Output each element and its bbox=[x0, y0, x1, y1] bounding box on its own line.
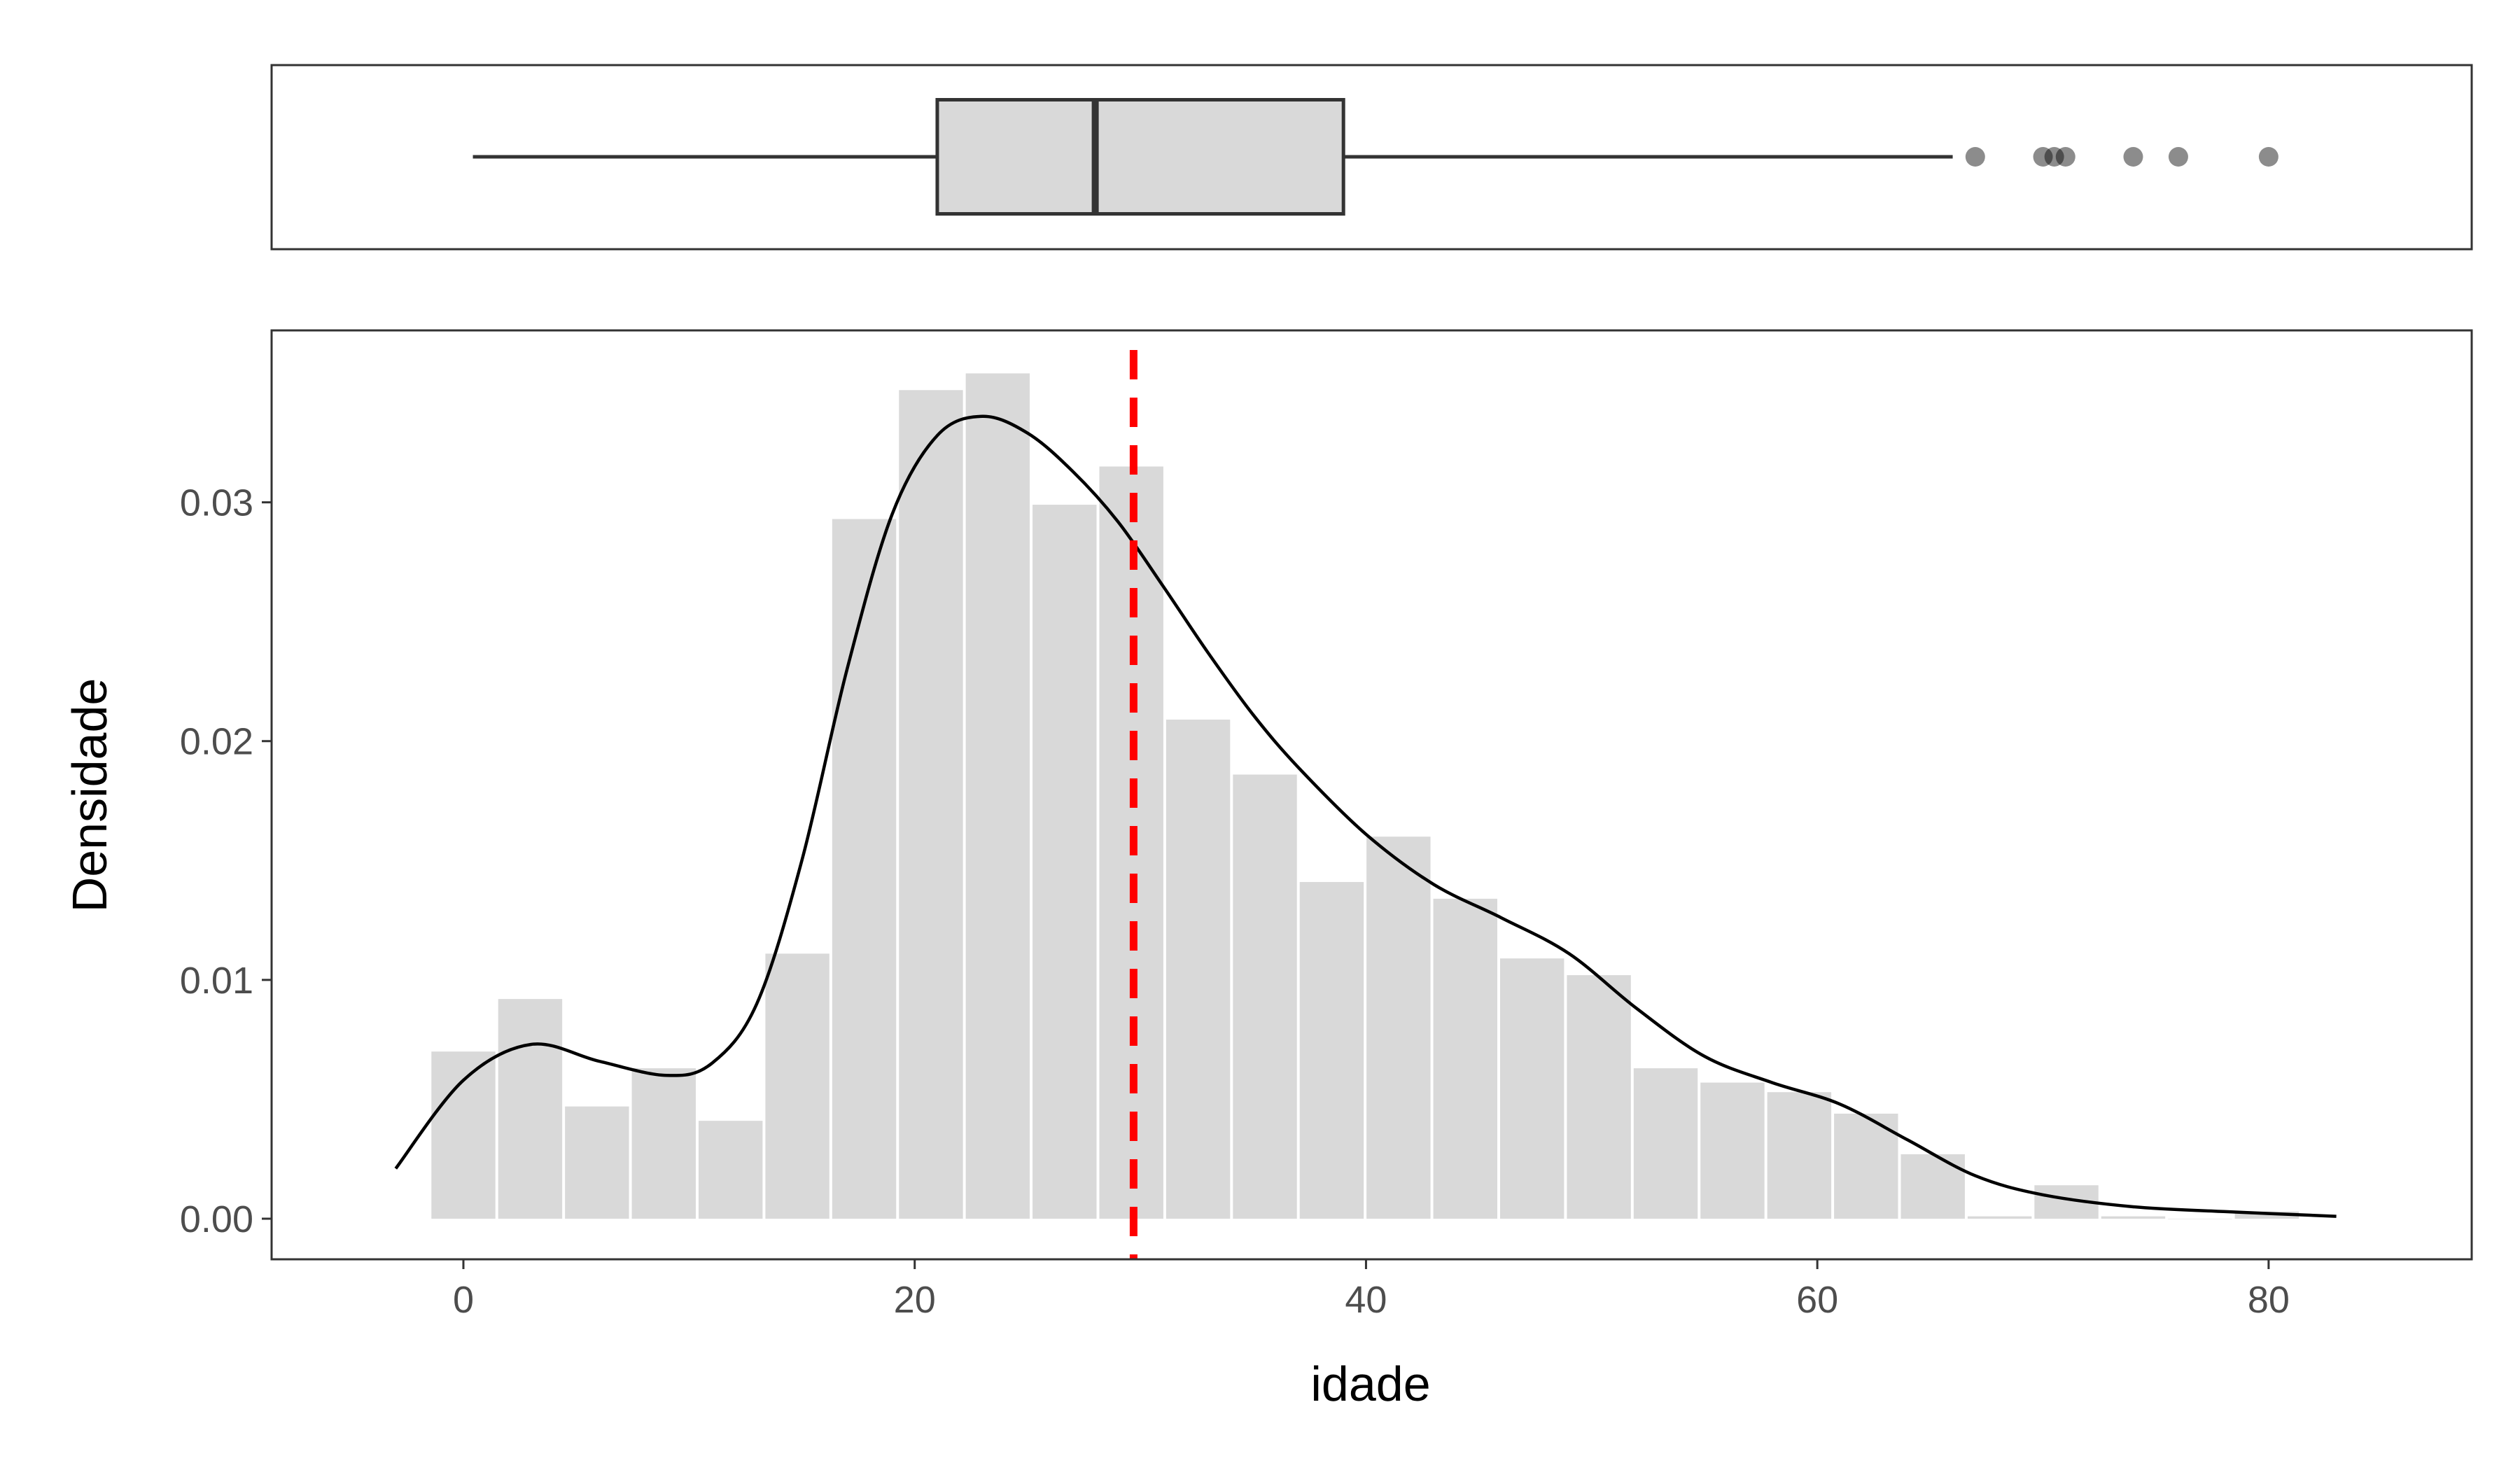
boxplot-layer bbox=[472, 98, 2278, 216]
histogram-panel-border bbox=[270, 329, 2473, 1261]
histogram-bars bbox=[431, 373, 2300, 1219]
x-tick-label: 20 bbox=[894, 1279, 936, 1321]
histogram-bar bbox=[899, 390, 963, 1219]
y-axis: 0.00 0.01 0.02 0.03 bbox=[180, 482, 272, 1240]
histogram-bar bbox=[765, 953, 830, 1219]
histogram-bar bbox=[1299, 882, 1364, 1219]
histogram-bar bbox=[1834, 1113, 1898, 1219]
x-axis: 0 20 40 60 80 bbox=[453, 1259, 2290, 1321]
histogram-bar bbox=[965, 373, 1030, 1219]
box-iqr bbox=[935, 98, 1345, 216]
histogram-bar bbox=[1967, 1216, 2032, 1219]
x-axis-title: idade bbox=[1310, 1357, 1430, 1411]
x-tick-label: 80 bbox=[2248, 1279, 2290, 1321]
y-axis-title: Densidade bbox=[62, 678, 117, 913]
histogram-panel: 0 20 40 60 80 0.00 0.01 0.02 0.03 idade Densida… bbox=[62, 329, 2473, 1411]
density-curve bbox=[394, 414, 2337, 1218]
histogram-bar bbox=[1233, 774, 1297, 1219]
x-tick-label: 0 bbox=[453, 1279, 474, 1321]
histogram-bar bbox=[1366, 836, 1431, 1219]
histogram-bar bbox=[431, 1051, 496, 1219]
boxplot-panel bbox=[270, 64, 2473, 251]
outlier-point bbox=[2168, 147, 2188, 167]
histogram-bar bbox=[1767, 1092, 1832, 1219]
histogram-bar bbox=[1900, 1154, 1965, 1219]
outlier-point bbox=[2033, 147, 2053, 167]
outlier-point bbox=[2055, 147, 2076, 167]
outlier-point bbox=[2258, 147, 2278, 167]
y-tick-label: 0.01 bbox=[180, 960, 253, 1002]
histogram-bar bbox=[2234, 1211, 2300, 1219]
y-tick-label: 0.02 bbox=[180, 721, 253, 763]
histogram-bar bbox=[631, 1068, 696, 1219]
histogram-bar bbox=[698, 1121, 763, 1219]
histogram-bar bbox=[1433, 898, 1497, 1219]
outlier-point bbox=[1965, 147, 1985, 167]
histogram-bar bbox=[1633, 1068, 1698, 1219]
histogram-bar bbox=[832, 519, 897, 1219]
outlier-point bbox=[2123, 147, 2143, 167]
histogram-bar bbox=[1499, 958, 1564, 1219]
histogram-bar bbox=[1032, 505, 1097, 1219]
histogram-bar bbox=[498, 999, 563, 1219]
histogram-bar bbox=[1700, 1082, 1765, 1219]
histogram-bar bbox=[1166, 720, 1231, 1219]
x-tick-label: 60 bbox=[1796, 1279, 1838, 1321]
x-tick-label: 40 bbox=[1345, 1279, 1387, 1321]
histogram-bar bbox=[1567, 975, 1631, 1219]
y-tick-label: 0.00 bbox=[180, 1198, 253, 1240]
histogram-bar bbox=[565, 1106, 629, 1219]
outlier-point bbox=[2044, 147, 2064, 167]
histogram-bar bbox=[2101, 1216, 2166, 1219]
y-tick-label: 0.03 bbox=[180, 482, 253, 524]
